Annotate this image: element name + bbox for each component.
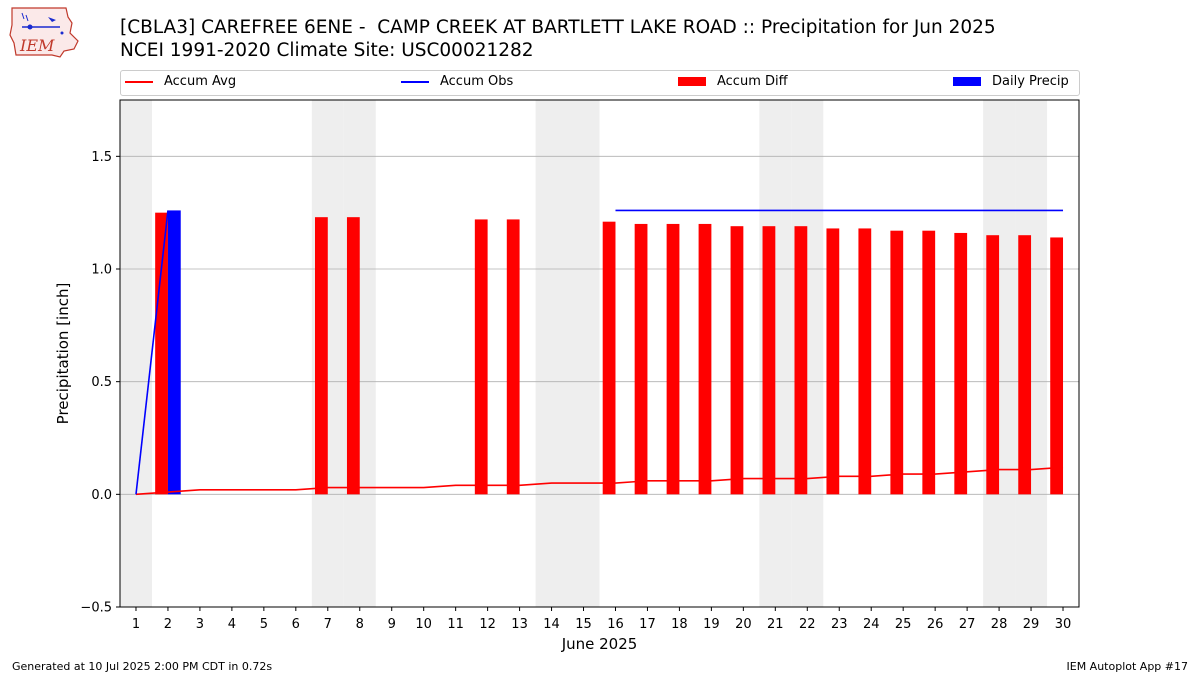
x-tick-label: 30 — [1055, 617, 1072, 632]
x-tick-label: 19 — [703, 617, 720, 632]
logo-text: IEM — [19, 36, 55, 55]
legend-item-accum-avg: Accum Avg — [125, 74, 236, 89]
footer-generated: Generated at 10 Jul 2025 2:00 PM CDT in … — [12, 660, 273, 673]
x-tick-label: 20 — [735, 617, 752, 632]
legend-item-accum-obs: Accum Obs — [401, 74, 513, 89]
y-axis-label: Precipitation [inch] — [54, 283, 72, 425]
x-tick-label: 10 — [415, 617, 432, 632]
legend-label-accum-obs: Accum Obs — [440, 74, 514, 89]
diff-bar — [730, 226, 744, 495]
diff-bar — [890, 230, 904, 495]
footer-app: IEM Autoplot App #17 — [1066, 660, 1189, 673]
diff-bar — [346, 217, 360, 495]
x-tick-label: 13 — [511, 617, 528, 632]
x-tick-label: 5 — [260, 617, 268, 632]
x-tick-label: 21 — [767, 617, 784, 632]
x-tick-label: 14 — [543, 617, 560, 632]
y-tick-label: 0.0 — [91, 488, 112, 503]
diff-bar — [666, 223, 680, 495]
x-tick-label: 11 — [447, 617, 464, 632]
x-tick-label: 9 — [388, 617, 396, 632]
weekend-shade — [120, 100, 152, 607]
legend-item-daily-precip: Daily Precip — [953, 74, 1069, 89]
legend-swatch-accum-diff — [678, 77, 706, 86]
diff-bar — [474, 219, 488, 495]
x-tick-label: 18 — [671, 617, 688, 632]
y-tick-label: 0.5 — [91, 375, 112, 390]
x-tick-label: 17 — [639, 617, 656, 632]
x-tick-label: 29 — [1023, 617, 1040, 632]
chart-subtitle: NCEI 1991-2020 Climate Site: USC00021282 — [120, 40, 534, 61]
legend-swatch-accum-avg — [125, 80, 153, 83]
diff-bar — [506, 219, 520, 495]
x-tick-label: 2 — [164, 617, 172, 632]
iem-logo: IEM — [9, 7, 79, 58]
diff-bar — [602, 221, 616, 495]
x-tick-label: 22 — [799, 617, 816, 632]
diff-bar — [314, 217, 328, 495]
weekend-shade — [535, 100, 568, 607]
diff-bar — [762, 226, 776, 495]
x-tick-label: 28 — [991, 617, 1008, 632]
x-tick-label: 25 — [895, 617, 912, 632]
chart-title: [CBLA3] CAREFREE 6ENE - CAMP CREEK AT BA… — [120, 17, 996, 38]
daily-bar — [167, 210, 181, 495]
x-tick-label: 8 — [356, 617, 364, 632]
diff-bar — [634, 223, 648, 495]
legend-item-accum-diff: Accum Diff — [678, 74, 788, 89]
legend-swatch-daily-precip — [953, 77, 981, 86]
diff-bar — [1018, 235, 1032, 495]
diff-bar — [922, 230, 936, 495]
y-tick-label: −0.5 — [80, 601, 112, 616]
legend-swatch-accum-obs — [401, 80, 429, 83]
x-tick-label: 7 — [324, 617, 332, 632]
y-tick-label: 1.0 — [91, 263, 112, 278]
y-tick-label: 1.5 — [91, 150, 112, 165]
x-tick-label: 15 — [575, 617, 592, 632]
diff-bar — [794, 226, 808, 495]
x-tick-label: 27 — [959, 617, 976, 632]
x-tick-label: 16 — [607, 617, 624, 632]
diff-bar — [1050, 237, 1064, 495]
diff-bar — [826, 228, 840, 495]
x-tick-label: 1 — [132, 617, 140, 632]
diff-bar — [858, 228, 872, 495]
x-tick-label: 24 — [863, 617, 880, 632]
x-tick-label: 6 — [292, 617, 300, 632]
x-tick-label: 12 — [479, 617, 496, 632]
x-tick-label: 3 — [196, 617, 204, 632]
diff-bar — [155, 212, 168, 495]
diff-bar — [954, 232, 968, 495]
diff-bar — [698, 223, 712, 495]
x-tick-label: 26 — [927, 617, 944, 632]
accum-avg-line — [135, 466, 1064, 496]
legend-label-daily-precip: Daily Precip — [992, 74, 1069, 89]
weekend-shade — [567, 100, 600, 607]
x-tick-label: 23 — [831, 617, 848, 632]
legend-label-accum-avg: Accum Avg — [164, 74, 237, 89]
x-axis-label: June 2025 — [561, 635, 638, 653]
legend: Accum Avg Accum Obs Accum Diff Daily Pre… — [120, 70, 1080, 96]
accum-obs-line — [135, 210, 169, 495]
plot-frame — [119, 99, 1080, 608]
legend-label-accum-diff: Accum Diff — [717, 74, 788, 89]
x-tick-label: 4 — [228, 617, 236, 632]
diff-bar — [986, 235, 1000, 495]
